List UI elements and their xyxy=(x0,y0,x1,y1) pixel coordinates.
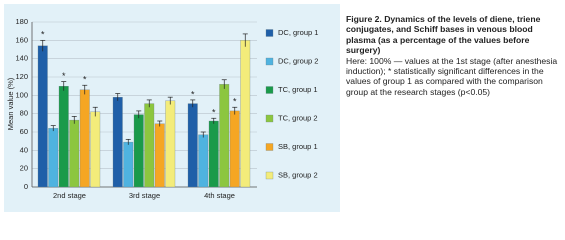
y-tick-label: 160 xyxy=(15,35,28,44)
y-tick-label: 60 xyxy=(20,127,28,136)
significance-marker: * xyxy=(212,108,216,118)
legend-swatch xyxy=(265,114,274,123)
legend-swatch xyxy=(265,86,274,94)
caption-title: Figure 2. Dynamics of the levels of dien… xyxy=(346,14,541,56)
y-tick-label: 180 xyxy=(15,17,28,26)
significance-marker: * xyxy=(83,75,87,85)
bar xyxy=(112,97,123,188)
x-tick-label: 4th stage xyxy=(204,191,235,200)
x-tick-label: 3rd stage xyxy=(129,191,160,200)
legend-swatch xyxy=(265,143,274,151)
y-tick-label: 120 xyxy=(15,72,28,81)
bar xyxy=(229,110,240,188)
y-tick-label: 40 xyxy=(20,145,28,154)
x-tick-label: 2nd stage xyxy=(53,191,86,200)
caption-text: Here: 100% — values at the 1st stage (af… xyxy=(346,55,558,97)
bar xyxy=(90,111,101,188)
y-tick-label: 80 xyxy=(20,109,28,118)
legend-label: TC, group 2 xyxy=(278,113,318,122)
bar xyxy=(240,40,251,188)
bar xyxy=(123,141,134,188)
page: Mean value (%) 0 20 40 60 80 100 120 140 160 180 2… xyxy=(4,4,558,212)
y-tick-label: 20 xyxy=(20,164,28,173)
significance-marker: * xyxy=(191,89,195,99)
significance-marker: * xyxy=(62,71,66,81)
bar xyxy=(198,134,209,188)
bar xyxy=(144,103,155,188)
caption: Figure 2. Dynamics of the levels of dien… xyxy=(346,14,558,97)
bar xyxy=(69,119,80,188)
significance-marker: * xyxy=(233,97,237,107)
bar xyxy=(58,86,69,188)
bar xyxy=(154,123,165,188)
bar xyxy=(79,89,90,188)
bar xyxy=(48,128,59,188)
bar xyxy=(37,45,48,188)
legend-swatch xyxy=(265,171,274,180)
y-tick-label: 140 xyxy=(15,54,28,63)
bar xyxy=(208,120,219,188)
legend-swatch xyxy=(265,57,274,66)
y-tick-label: 0 xyxy=(24,182,28,191)
legend-swatch xyxy=(265,29,274,37)
bar xyxy=(219,84,230,188)
legend-label: SB, group 2 xyxy=(278,170,318,179)
legend-label: SB, group 1 xyxy=(278,142,318,151)
legend-label: DC, group 2 xyxy=(278,56,318,65)
legend-label: DC, group 1 xyxy=(278,28,318,37)
chart: Mean value (%) 0 20 40 60 80 100 120 140 160 180 2… xyxy=(4,4,340,212)
y-axis-title: Mean value (%) xyxy=(6,77,15,130)
bar xyxy=(133,114,144,188)
y-tick-label: 100 xyxy=(15,90,28,99)
legend-label: TC, group 1 xyxy=(278,85,318,94)
bar xyxy=(187,103,198,188)
significance-marker: * xyxy=(41,30,45,40)
bar xyxy=(165,100,176,188)
